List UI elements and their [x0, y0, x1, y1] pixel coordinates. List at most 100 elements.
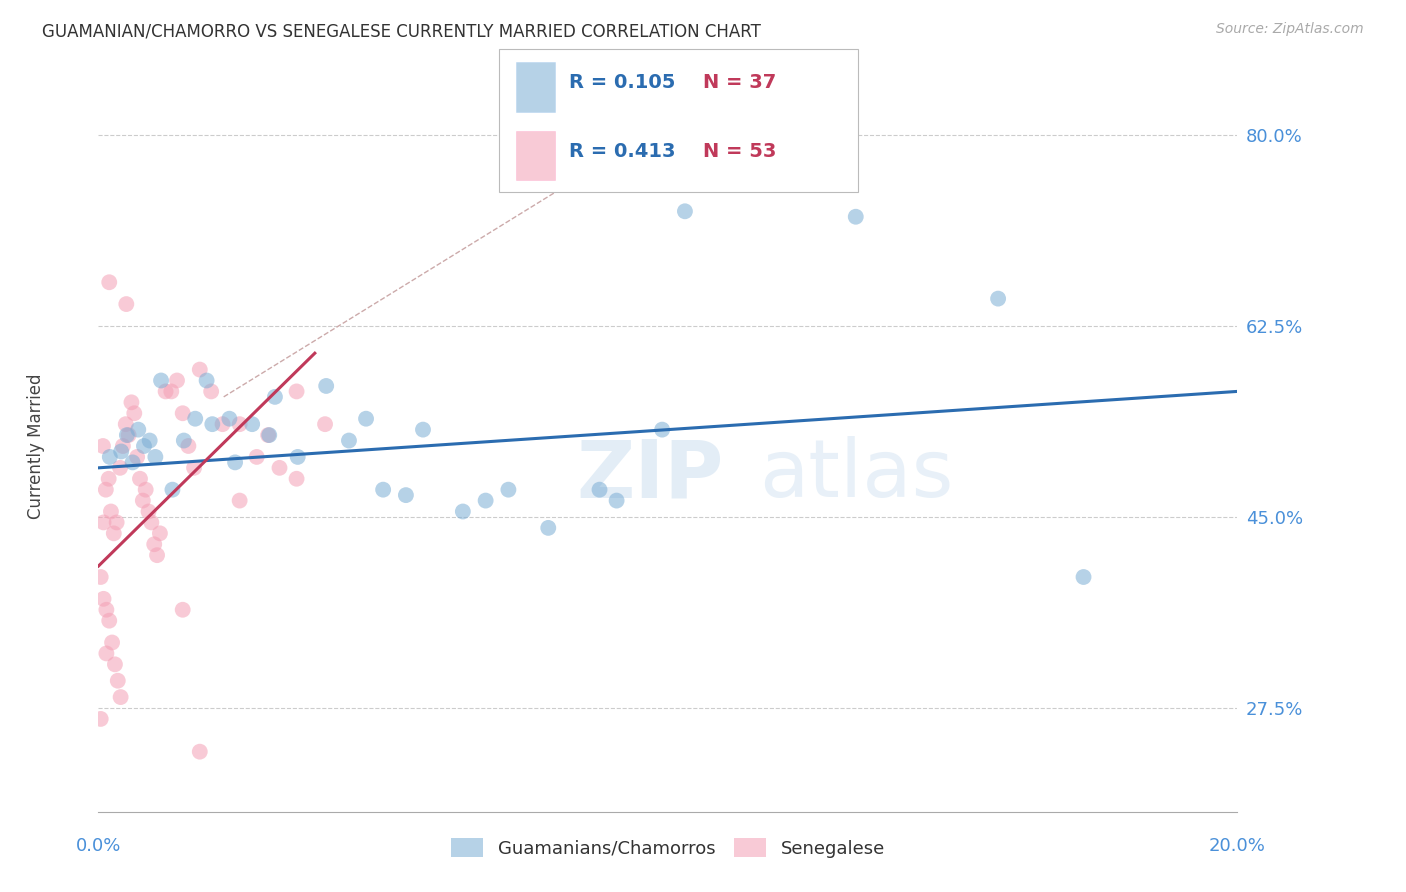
Text: 0.0%: 0.0%	[76, 837, 121, 855]
Point	[673, 204, 696, 219]
Point	[451, 504, 474, 518]
Point	[337, 434, 360, 448]
Point	[228, 493, 250, 508]
Point	[93, 591, 115, 606]
Text: R = 0.413: R = 0.413	[569, 142, 676, 161]
Point	[287, 450, 309, 464]
Point	[127, 450, 149, 464]
Point	[537, 521, 560, 535]
Point	[100, 504, 122, 518]
Point	[195, 374, 218, 388]
Point	[91, 439, 114, 453]
Point	[124, 406, 146, 420]
Point	[110, 690, 132, 704]
Point	[90, 570, 112, 584]
Point	[132, 493, 155, 508]
Point	[160, 384, 183, 399]
Point	[172, 406, 194, 420]
Point	[96, 603, 118, 617]
Point	[114, 417, 136, 432]
Point	[285, 384, 308, 399]
Point	[177, 439, 200, 453]
Point	[285, 472, 308, 486]
Point	[117, 428, 139, 442]
Point	[315, 379, 337, 393]
Point	[354, 411, 377, 425]
Point	[412, 423, 434, 437]
Point	[107, 673, 129, 688]
Point	[135, 483, 157, 497]
Point	[257, 428, 280, 442]
Point	[149, 526, 172, 541]
Text: Currently Married: Currently Married	[27, 373, 45, 519]
Point	[474, 493, 496, 508]
Point	[129, 472, 152, 486]
Point	[105, 516, 128, 530]
Point	[101, 635, 124, 649]
Point	[98, 450, 121, 464]
Point	[162, 483, 184, 497]
Point	[498, 483, 520, 497]
Point	[97, 472, 120, 486]
Point	[146, 548, 169, 562]
Point	[588, 483, 610, 497]
Point	[172, 603, 194, 617]
Point	[103, 526, 125, 541]
Point	[145, 450, 167, 464]
Point	[108, 460, 131, 475]
Point	[188, 362, 211, 376]
Point	[224, 455, 246, 469]
Point	[246, 450, 269, 464]
Text: R = 0.105: R = 0.105	[569, 73, 676, 93]
Point	[120, 395, 142, 409]
Text: ZIP: ZIP	[576, 436, 724, 515]
Point	[269, 460, 291, 475]
Point	[651, 423, 673, 437]
Point	[987, 292, 1010, 306]
Text: N = 53: N = 53	[703, 142, 776, 161]
Point	[90, 712, 112, 726]
Point	[111, 439, 134, 453]
Point	[138, 434, 160, 448]
Point	[166, 374, 188, 388]
Point	[264, 390, 287, 404]
Point	[132, 439, 155, 453]
Point	[127, 423, 149, 437]
Point	[201, 417, 224, 432]
Point	[115, 428, 138, 442]
Point	[184, 411, 207, 425]
Text: atlas: atlas	[759, 436, 953, 515]
Point	[845, 210, 868, 224]
Point	[395, 488, 418, 502]
Point	[211, 417, 233, 432]
Point	[173, 434, 195, 448]
Point	[259, 428, 281, 442]
Text: GUAMANIAN/CHAMORRO VS SENEGALESE CURRENTLY MARRIED CORRELATION CHART: GUAMANIAN/CHAMORRO VS SENEGALESE CURRENT…	[42, 22, 761, 40]
Point	[218, 411, 240, 425]
Point	[98, 275, 121, 289]
Point	[110, 444, 132, 458]
Point	[183, 460, 205, 475]
Point	[141, 516, 163, 530]
Point	[138, 504, 160, 518]
Point	[143, 537, 166, 551]
Point	[96, 647, 118, 661]
Text: 20.0%: 20.0%	[1209, 837, 1265, 855]
Point	[93, 516, 115, 530]
Point	[98, 614, 121, 628]
Point	[1073, 570, 1095, 584]
Legend: Guamanians/Chamorros, Senegalese: Guamanians/Chamorros, Senegalese	[444, 831, 891, 865]
Point	[155, 384, 177, 399]
Point	[150, 374, 173, 388]
Point	[200, 384, 222, 399]
Point	[188, 745, 211, 759]
Point	[228, 417, 250, 432]
Text: Source: ZipAtlas.com: Source: ZipAtlas.com	[1216, 22, 1364, 37]
Text: N = 37: N = 37	[703, 73, 776, 93]
Point	[314, 417, 336, 432]
Point	[104, 657, 127, 672]
Point	[94, 483, 117, 497]
Point	[115, 297, 138, 311]
Point	[240, 417, 263, 432]
Point	[121, 455, 143, 469]
